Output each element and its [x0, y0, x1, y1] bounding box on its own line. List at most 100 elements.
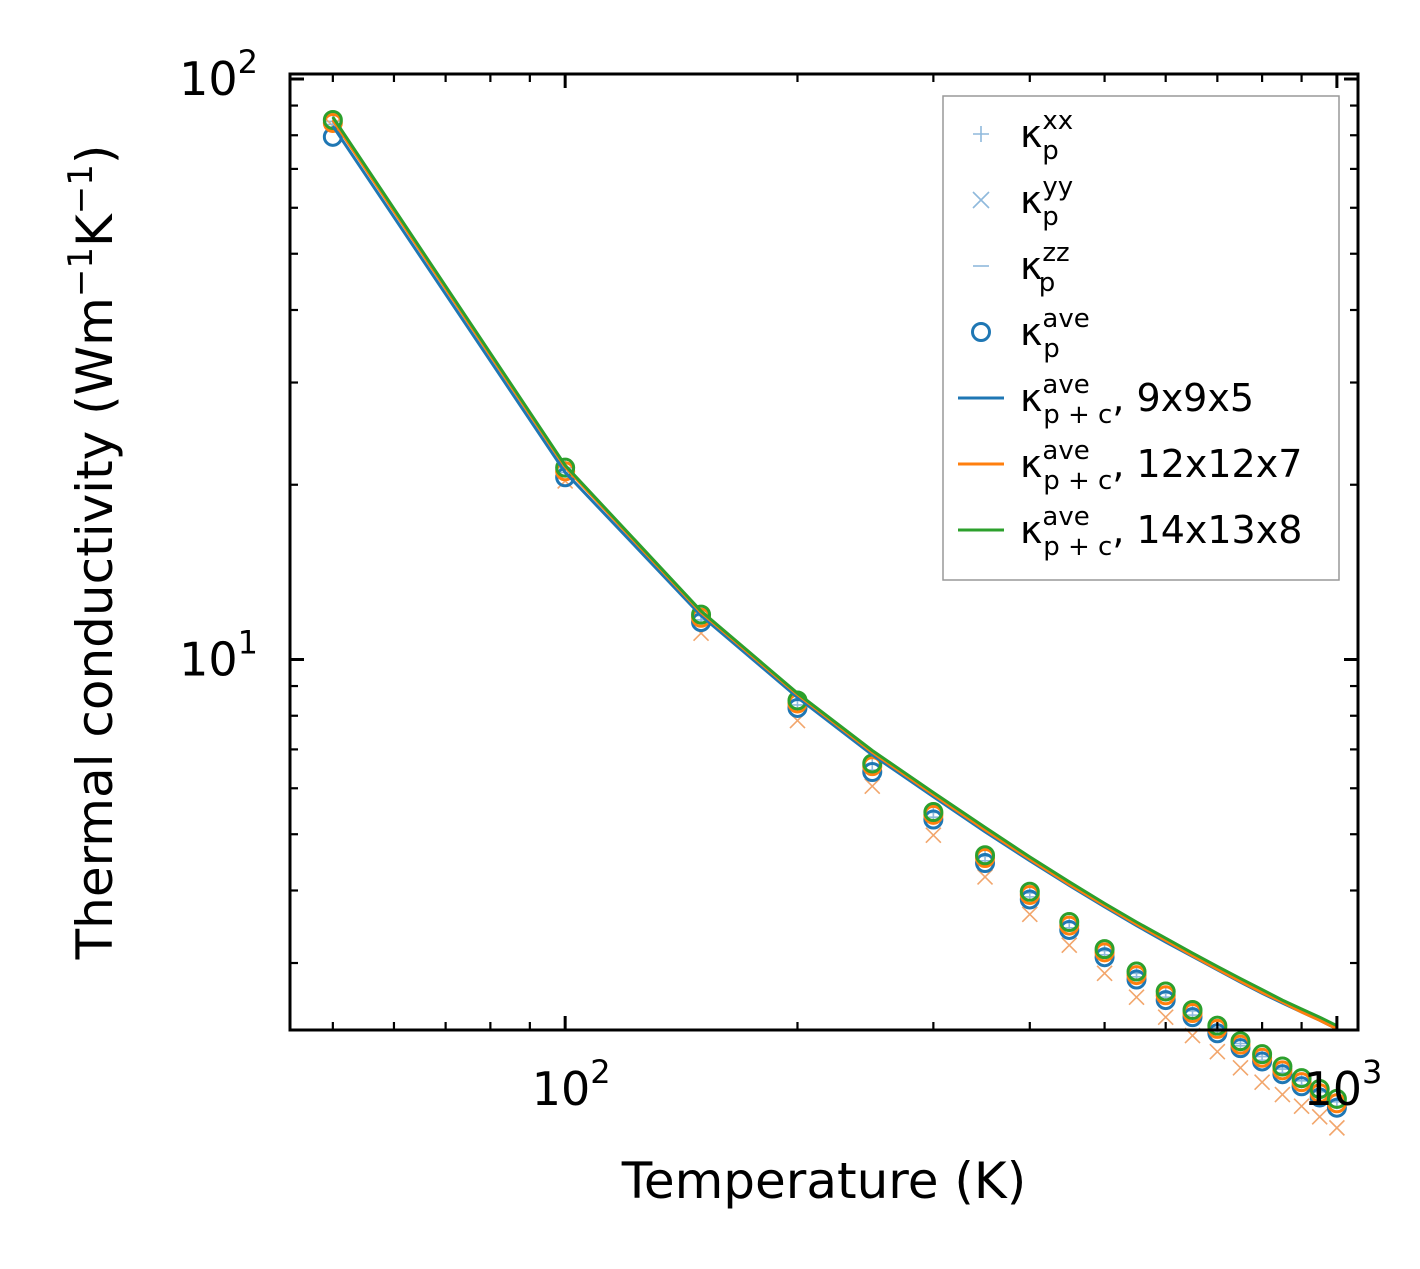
legend-label-sup: ave: [1042, 304, 1089, 334]
legend-entry-5: κave p + c, 12x12x7: [958, 436, 1302, 496]
data-point: [1182, 999, 1203, 1020]
legend-label-suffix: , 14x13x8: [1112, 508, 1302, 552]
legend-box: [942, 95, 1340, 581]
data-point: [1209, 1043, 1226, 1060]
legend-label: κxx p: [1020, 106, 1073, 166]
data-point: [1328, 1119, 1345, 1136]
data-point: [862, 761, 883, 782]
legend-label-base: κ: [1020, 442, 1042, 486]
legend-label-sup: yy: [1042, 172, 1073, 202]
legend-entry-0: κxx p: [973, 106, 1073, 166]
legend-label-base: κ: [1020, 508, 1042, 552]
legend-label: κave p + c, 9x9x5: [1020, 370, 1254, 430]
legend-entry-4: κave p + c, 9x9x5: [958, 370, 1254, 430]
series-layer: [322, 109, 1347, 1136]
legend-label-sub: p: [1043, 334, 1060, 364]
y-tick-label-base: 10: [179, 632, 238, 686]
legend-marker-swatch: [973, 126, 989, 142]
legend-label-sub: p + c: [1043, 532, 1112, 562]
y-axis-label-base: Thermal conductivity (Wm: [66, 297, 124, 960]
data-point: [1254, 1074, 1271, 1091]
x-axis-label: Temperature (K): [621, 1152, 1026, 1210]
legend-label-sup: ave: [1042, 502, 1089, 532]
x-tick-label-exp: 2: [590, 1053, 610, 1091]
data-point: [1293, 1098, 1310, 1115]
x-tick-label: 102: [532, 1053, 611, 1116]
y-axis-label-end: ): [66, 145, 124, 165]
series-5: [322, 109, 1347, 1109]
data-point: [555, 457, 576, 478]
legend-label-base: κ: [1020, 310, 1042, 354]
legend-label-sup: ave: [1042, 370, 1089, 400]
data-point: [1094, 939, 1115, 960]
legend-label: κave p + c, 12x12x7: [1020, 436, 1302, 496]
legend-label-base: κ: [1020, 376, 1042, 420]
tick-layer: [290, 74, 1358, 1030]
legend-label-base: κ: [1020, 244, 1042, 288]
data-point: [864, 778, 881, 795]
legend-label-sub: p + c: [1043, 400, 1112, 430]
data-point: [1232, 1059, 1249, 1076]
legend-entry-6: κave p + c, 14x13x8: [958, 502, 1302, 562]
legend-label: κyy p: [1020, 172, 1073, 232]
data-point: [1252, 1044, 1273, 1065]
data-point: [1311, 1108, 1328, 1125]
y-tick-label: 101: [179, 623, 258, 686]
legend-label-sub: p: [1039, 268, 1056, 298]
legend-label-sub: p + c: [1043, 466, 1112, 496]
legend-entry-2: κzz p: [973, 238, 1070, 298]
x-tick-label-base: 10: [532, 1062, 591, 1116]
y-tick-label: 102: [179, 43, 258, 106]
series-line: [331, 116, 1338, 1028]
data-point: [1128, 989, 1145, 1006]
data-point: [1326, 1088, 1347, 1109]
data-point: [1291, 1068, 1312, 1089]
data-point: [1157, 1009, 1174, 1026]
data-point: [1126, 961, 1147, 982]
x-tick-label: 103: [1303, 1053, 1382, 1116]
y-axis-label: Thermal conductivity (Wm−1K−1): [61, 145, 124, 961]
data-point: [923, 802, 944, 823]
data-point: [1207, 1015, 1228, 1036]
data-point: [1309, 1079, 1330, 1100]
y-axis-label-exp1: −1: [61, 247, 101, 297]
legend-label: κzz p: [1020, 238, 1070, 298]
legend-label-sub: p: [1042, 136, 1059, 166]
x-tick-label-exp: 3: [1362, 1053, 1382, 1091]
data-point: [925, 827, 942, 844]
legend-label-sub: p: [1042, 202, 1059, 232]
data-point: [1230, 1031, 1251, 1052]
legend-label-base: κ: [1020, 112, 1042, 156]
data-point: [975, 845, 996, 866]
plot-frame: [288, 72, 1360, 1032]
data-point: [1096, 965, 1113, 982]
legend-label-base: κ: [1020, 178, 1042, 222]
legend-entry-3: κave p: [971, 304, 1090, 364]
data-point: [1272, 1056, 1293, 1077]
y-tick-label-base: 10: [179, 52, 238, 106]
data-point: [1061, 937, 1078, 954]
legend-label-sup: zz: [1042, 238, 1069, 268]
legend-marker-swatch: [971, 322, 991, 342]
x-tick-label-base: 10: [1303, 1062, 1362, 1116]
data-point: [1155, 981, 1176, 1002]
legend-marker-swatch: [972, 191, 990, 209]
data-point: [1021, 906, 1038, 923]
legend-label-sup: ave: [1042, 436, 1089, 466]
data-point: [691, 604, 712, 625]
legend-entry-1: κyy p: [972, 172, 1073, 232]
data-point: [1059, 912, 1080, 933]
series-8: [331, 116, 1338, 1028]
y-tick-label-exp: 2: [238, 43, 258, 81]
y-axis-label-mid: K: [66, 213, 124, 247]
legend-label: κave p + c, 14x13x8: [1020, 502, 1302, 562]
y-axis-label-exp2: −1: [61, 164, 101, 214]
data-point: [976, 868, 994, 886]
legend-label-suffix: , 9x9x5: [1112, 376, 1254, 420]
y-tick-label-exp: 1: [238, 623, 258, 661]
data-point: [1019, 881, 1040, 902]
